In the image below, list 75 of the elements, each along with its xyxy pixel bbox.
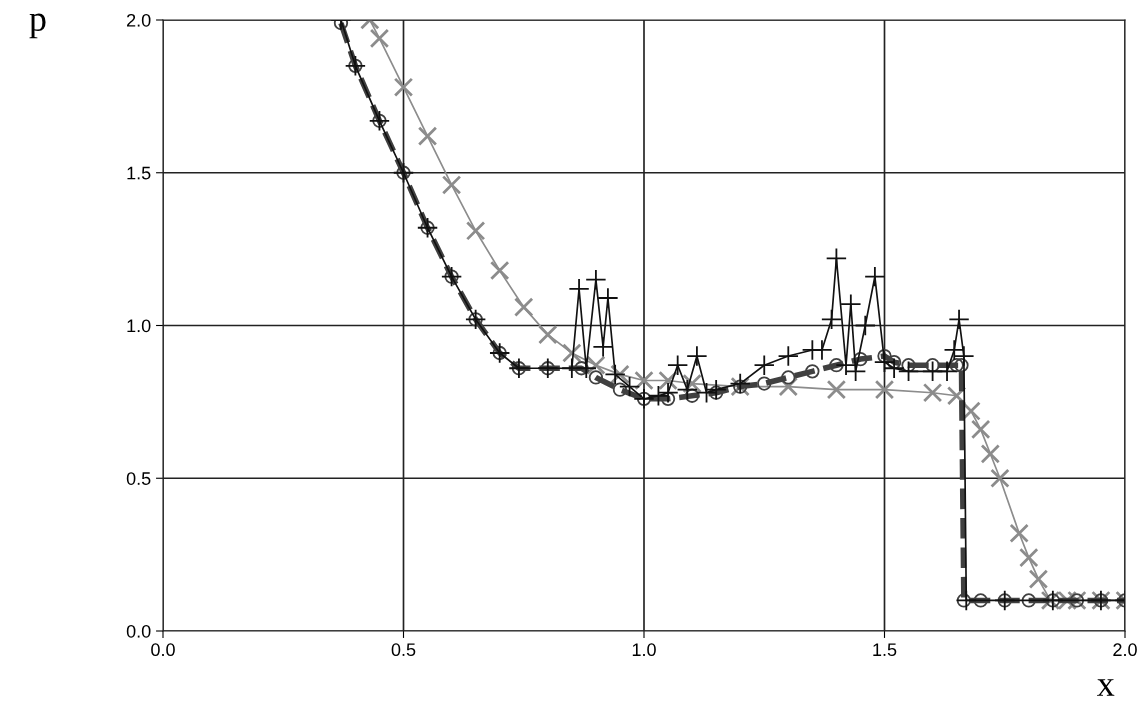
- point: [618, 375, 641, 398]
- point: [585, 269, 607, 291]
- point: [922, 382, 943, 403]
- point: [676, 379, 698, 401]
- point: [657, 382, 679, 404]
- point: [853, 351, 868, 367]
- point: [393, 77, 414, 97]
- point: [948, 308, 970, 331]
- point: [845, 360, 867, 382]
- point: [417, 126, 438, 146]
- point: [574, 361, 589, 376]
- point: [825, 247, 848, 269]
- point: [647, 385, 670, 407]
- point: [575, 357, 597, 379]
- point: [811, 339, 833, 361]
- point: [873, 351, 896, 373]
- point: [667, 354, 689, 376]
- point: [686, 345, 708, 367]
- point: [705, 379, 727, 401]
- point: [874, 379, 895, 400]
- point: [854, 314, 876, 337]
- point: [1021, 593, 1036, 608]
- point: [757, 376, 772, 391]
- point: [1009, 523, 1029, 543]
- point: [840, 293, 862, 315]
- y-tick-label: 1.5: [127, 166, 151, 180]
- point: [781, 370, 796, 385]
- point: [604, 363, 626, 386]
- y-tick-label: 2.0: [127, 13, 151, 27]
- point: [684, 388, 700, 403]
- point: [864, 265, 886, 288]
- point: [883, 357, 905, 379]
- point: [634, 370, 654, 391]
- point: [753, 354, 775, 376]
- x-axis-title: x: [1097, 679, 1115, 696]
- x-tick-label: 2.0: [1113, 643, 1137, 657]
- point: [588, 370, 604, 385]
- point: [980, 444, 1001, 464]
- y-tick-label: 0.0: [126, 624, 151, 638]
- point: [820, 308, 843, 331]
- point: [586, 355, 606, 375]
- x-tick-label: 0.5: [391, 643, 416, 657]
- y-tick-label: 0.5: [126, 472, 151, 485]
- point: [943, 339, 965, 361]
- x-tick-label: 1.0: [632, 643, 656, 657]
- point: [990, 468, 1010, 488]
- point: [777, 345, 799, 367]
- point: [612, 382, 628, 397]
- point: [949, 358, 964, 373]
- point: [562, 343, 582, 363]
- point: [708, 385, 724, 400]
- point: [369, 28, 390, 49]
- point: [829, 358, 844, 373]
- point: [826, 379, 847, 400]
- y-axis-title: p: [29, 13, 46, 39]
- point: [953, 345, 975, 367]
- point: [695, 382, 718, 404]
- point: [955, 589, 977, 612]
- point: [970, 419, 991, 440]
- point: [489, 260, 510, 281]
- point: [897, 360, 920, 382]
- y-tick-label: 1.0: [127, 319, 151, 333]
- point: [956, 593, 972, 608]
- point: [538, 324, 558, 345]
- point: [465, 221, 486, 241]
- point: [514, 297, 534, 317]
- point: [954, 358, 969, 373]
- point: [1019, 547, 1039, 568]
- point: [441, 175, 462, 195]
- point: [936, 360, 958, 382]
- point: [1028, 569, 1049, 589]
- x-tick-label: 1.5: [873, 643, 897, 657]
- point: [805, 364, 820, 379]
- point: [973, 593, 988, 608]
- x-tick-label: 0.0: [151, 643, 175, 657]
